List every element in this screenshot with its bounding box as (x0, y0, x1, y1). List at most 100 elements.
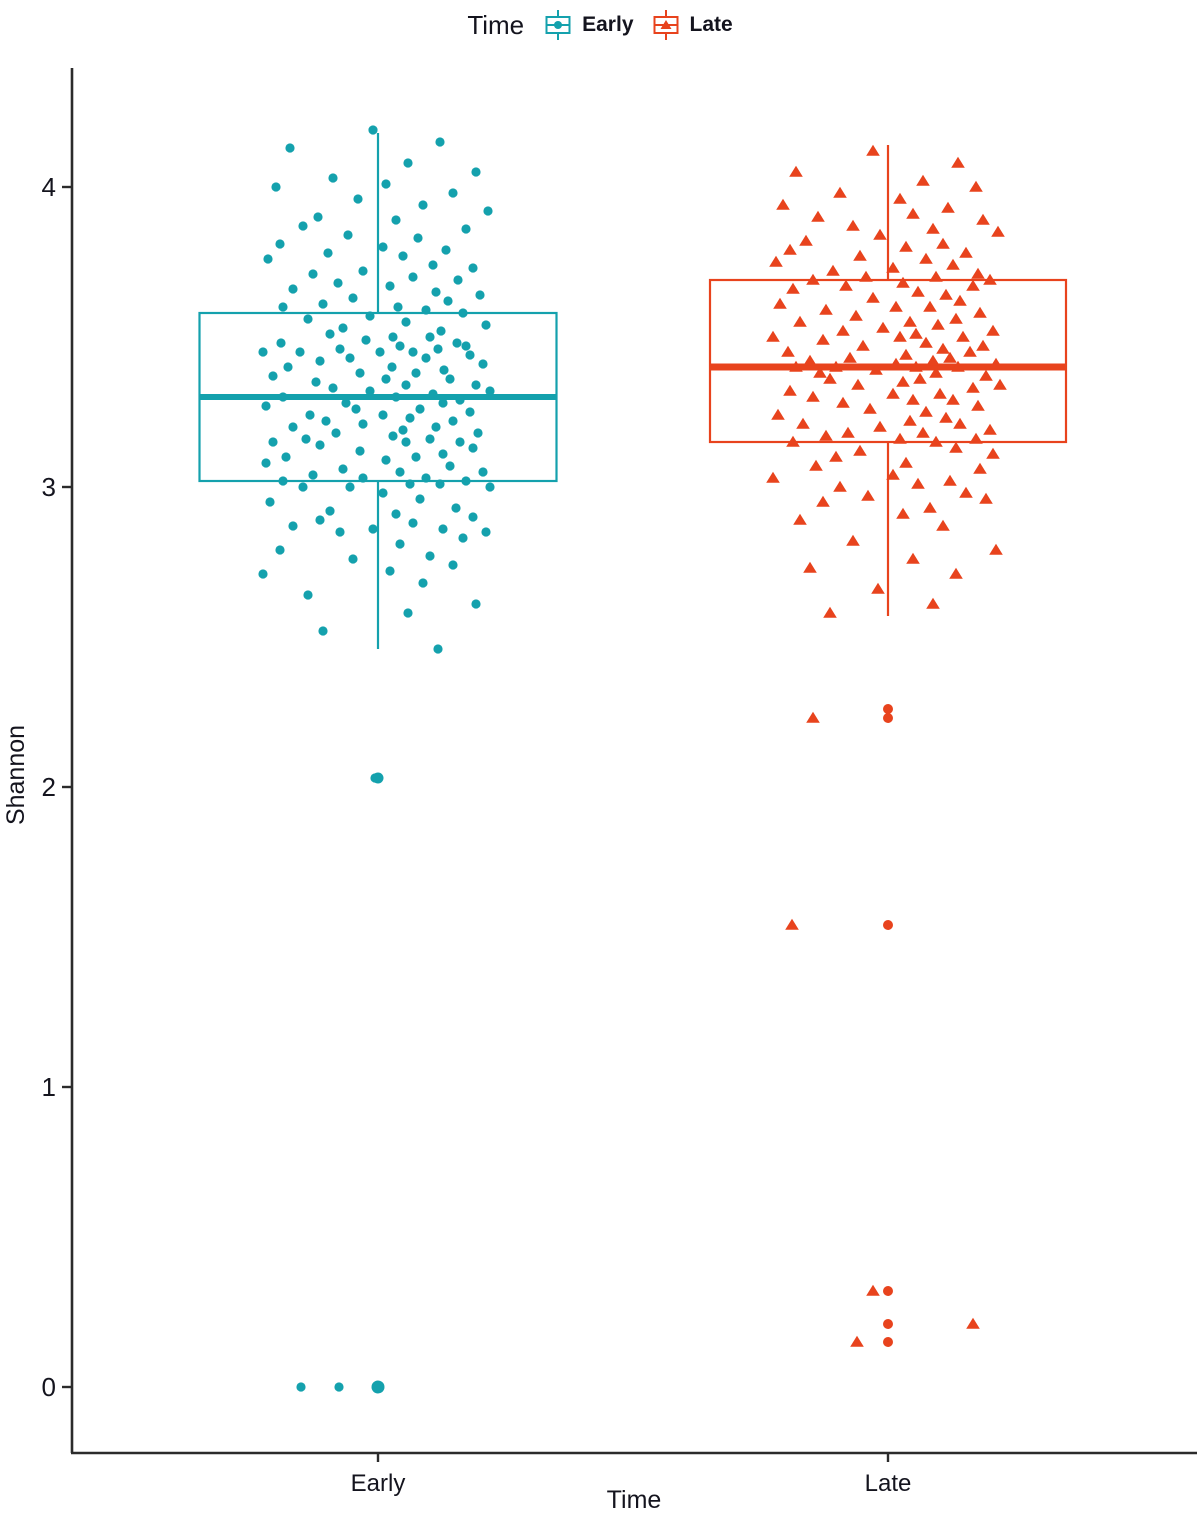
jitter-point (365, 386, 375, 396)
jitter-point (395, 467, 405, 477)
jitter-point (361, 335, 371, 345)
jitter-point (388, 332, 398, 342)
jitter-point (866, 144, 880, 156)
jitter-point (338, 323, 348, 333)
jitter-point (786, 282, 800, 294)
legend-item-early: Early (542, 8, 634, 42)
jitter-point (959, 486, 973, 498)
jitter-point (381, 179, 391, 189)
jitter-point (973, 462, 987, 474)
jitter-point (378, 242, 388, 252)
jitter-point (401, 317, 411, 327)
jitter-point (485, 386, 495, 396)
jitter-point (378, 488, 388, 498)
jitter-point (843, 351, 857, 363)
jitter-point (806, 711, 820, 723)
jitter-point (889, 300, 903, 312)
jitter-point (268, 437, 278, 447)
jitter-point (866, 1284, 880, 1296)
jitter-point (773, 297, 787, 309)
y-tick-label: 4 (42, 172, 56, 202)
jitter-point (839, 279, 853, 291)
jitter-point (351, 404, 361, 414)
jitter-point (776, 198, 790, 210)
jitter-point (916, 174, 930, 186)
jitter-point (415, 404, 425, 414)
jitter-point (445, 374, 455, 384)
jitter-point (799, 234, 813, 246)
jitter-point (809, 459, 823, 471)
jitter-point (471, 167, 481, 177)
jitter-points-late (766, 144, 1007, 1347)
jitter-point (833, 186, 847, 198)
jitter-point (873, 420, 887, 432)
jitter-point (418, 578, 428, 588)
jitter-point (443, 296, 453, 306)
jitter-point (411, 452, 421, 462)
jitter-point (906, 552, 920, 564)
jitter-point (335, 527, 345, 537)
jitter-point (453, 275, 463, 285)
jitter-point (816, 495, 830, 507)
jitter-point (939, 288, 953, 300)
outlier-point-early (371, 1380, 385, 1394)
jitter-point (425, 332, 435, 342)
jitter-point (886, 387, 900, 399)
jitter-point (465, 350, 475, 360)
jitter-point (431, 287, 441, 297)
outlier-point-late (883, 713, 893, 723)
jitter-point (781, 345, 795, 357)
jitter-point (896, 375, 910, 387)
jitter-point (395, 341, 405, 351)
jitter-point (348, 293, 358, 303)
jitter-point (769, 255, 783, 267)
jitter-point (923, 300, 937, 312)
key-shape (660, 20, 671, 29)
jitter-point (871, 582, 885, 594)
jitter-point (318, 299, 328, 309)
jitter-point (979, 492, 993, 504)
jitter-point (381, 374, 391, 384)
jitter-point (886, 261, 900, 273)
jitter-point (439, 365, 449, 375)
jitter-point (421, 473, 431, 483)
jitter-point (851, 378, 865, 390)
jitter-point (278, 476, 288, 486)
jitter-point (836, 324, 850, 336)
jitter-point (850, 1335, 864, 1347)
jitter-point (478, 467, 488, 477)
jitter-point (785, 918, 799, 930)
jitter-point (358, 419, 368, 429)
jitter-point (278, 302, 288, 312)
jitter-point (913, 372, 927, 384)
jitter-point (368, 125, 378, 135)
jitter-point (911, 285, 925, 297)
jitter-point (823, 372, 837, 384)
jitter-point (455, 395, 465, 405)
boxplot-key-early-icon (545, 10, 571, 40)
jitter-point (428, 389, 438, 399)
legend: Time Early Late (0, 6, 1200, 44)
jitter-point (899, 456, 913, 468)
jitter-point (385, 566, 395, 576)
jitter-point (315, 440, 325, 450)
jitter-point (298, 221, 308, 231)
jitter-point (461, 341, 471, 351)
jitter-point (991, 225, 1005, 237)
jitter-point (261, 458, 271, 468)
jitter-point (458, 533, 468, 543)
jitter-point (893, 330, 907, 342)
jitter-point (458, 308, 468, 318)
jitter-point (919, 252, 933, 264)
jitter-point (288, 422, 298, 432)
jitter-point (481, 320, 491, 330)
jitter-point (793, 315, 807, 327)
jitter-point (408, 272, 418, 282)
jitter-point (919, 336, 933, 348)
jitter-point (771, 408, 785, 420)
jitter-point (911, 477, 925, 489)
legend-title: Time (467, 9, 525, 40)
jitter-point (391, 392, 401, 402)
jitter-point (936, 519, 950, 531)
jitter-point (308, 269, 318, 279)
